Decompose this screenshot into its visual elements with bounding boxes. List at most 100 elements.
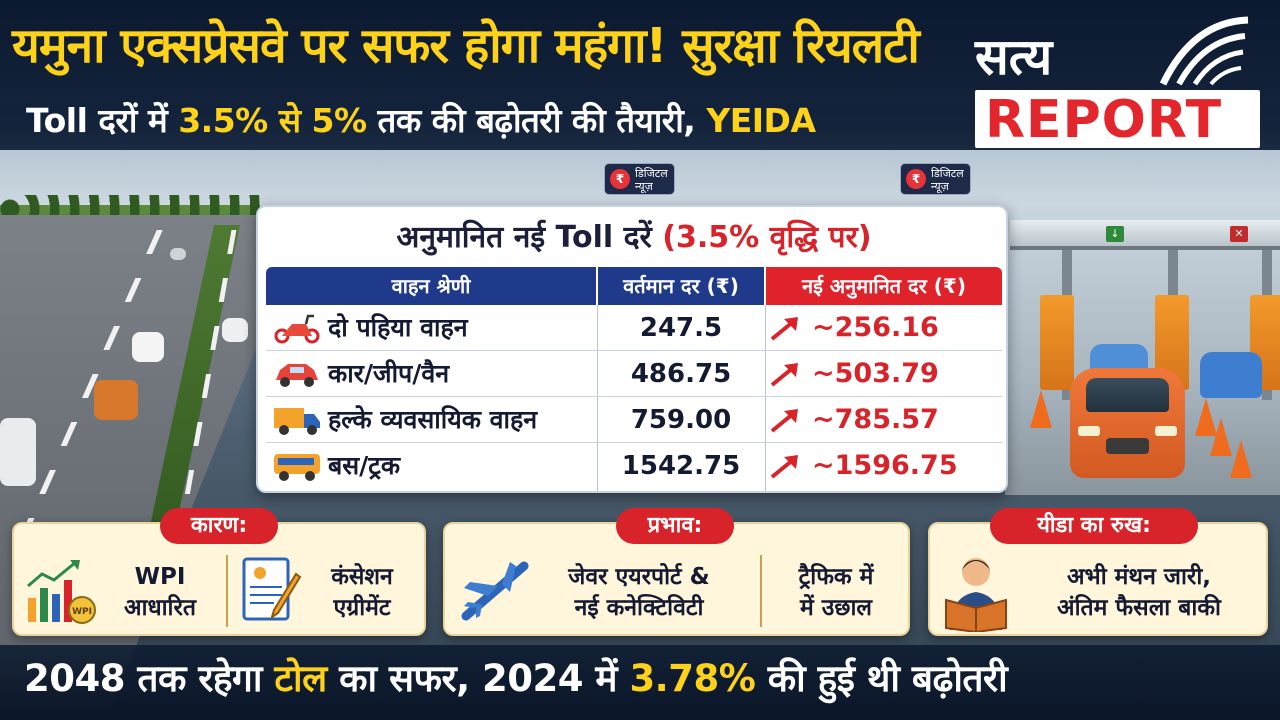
wpi-coin-label: WPI	[72, 607, 92, 617]
orange-car	[94, 380, 138, 420]
car-icon	[276, 364, 318, 387]
badge-line-2: न्यूज़	[635, 180, 653, 193]
table-row: दो पहिया वाहन 247.5 ~256.16	[266, 305, 1002, 351]
reason-label: कारण:	[160, 508, 278, 544]
impact-item-2: ट्रैफिक में में उछाल	[770, 562, 902, 624]
increase-arrow-icon	[770, 455, 798, 479]
header-current-rate: वर्तमान दर (₹)	[598, 267, 764, 305]
footer-part: 2048 तक रहेगा	[24, 657, 262, 700]
column-divider	[765, 305, 766, 491]
logo-swoosh-icon	[1159, 16, 1249, 86]
toll-booth	[1040, 295, 1074, 390]
stance-text: अभी मंथन जारी, अंतिम फैसला बाकी	[1014, 562, 1264, 624]
vehicle-category: बस/ट्रक	[328, 451, 401, 480]
impact-item-2-line-2: में उछाल	[799, 595, 873, 621]
logo-top-text: सत्य	[975, 28, 1053, 86]
current-rate: 486.75	[630, 359, 732, 389]
impact-label: प्रभाव:	[616, 508, 734, 544]
table-title: अनुमानित नई Toll दरें (3.5% वृद्धि पर)	[258, 220, 1006, 255]
table-row: हल्के व्यवसायिक वाहन 759.00 ~785.57	[266, 397, 1002, 443]
reason-item-2-line-2: एग्रीमेंट	[333, 595, 391, 621]
vehicle-category: हल्के व्यवसायिक वाहन	[328, 405, 538, 434]
increase-arrow-icon	[770, 409, 798, 433]
table-row: कार/जीप/वैन 486.75 ~503.79	[266, 351, 1002, 397]
logo-bottom-box: REPORT	[975, 90, 1260, 148]
headline-part: सुरक्षा रियलटी	[682, 18, 920, 74]
footer-highlight-percent: 3.78%	[629, 657, 756, 700]
impact-item-1-line-1: जेवर एयरपोर्ट &	[568, 564, 710, 590]
truck-icon	[274, 408, 320, 435]
traffic-cone-icon	[1030, 390, 1052, 428]
stance-label: यीडा का रुख:	[990, 508, 1198, 544]
current-rate: 759.00	[630, 405, 732, 435]
card-divider	[226, 555, 228, 627]
subhead-yeida: YEIDA	[706, 101, 816, 140]
white-car-2	[0, 418, 36, 486]
badge-line-1: डिजिटल	[635, 167, 668, 180]
traffic-cone-icon	[1230, 440, 1252, 478]
airplane-icon	[461, 561, 529, 621]
reason-item-1-line-2: आधारित	[123, 595, 197, 621]
digital-news-badge: ₹ डिजिटल न्यूज़	[604, 163, 675, 195]
reason-item-2: कंसेशन एग्रीमेंट	[306, 562, 418, 624]
logo-bottom-text: REPORT	[985, 90, 1223, 150]
table-title-main: अनुमानित नई Toll दरें	[396, 220, 652, 255]
header-estimated-rate: नई अनुमानित दर (₹)	[766, 267, 1002, 305]
headline-line-2: Toll दरों में 3.5% से 5% तक की बढ़ोतरी क…	[26, 104, 816, 137]
bus-icon	[274, 454, 320, 481]
green-arrow-sign-icon: ↓	[1106, 226, 1124, 242]
impact-item-1: जेवर एयरपोर्ट & नई कनेक्टिविटी	[532, 562, 746, 624]
reason-item-1: WPI आधारित	[102, 562, 218, 624]
satya-report-logo: सत्य REPORT	[975, 14, 1265, 149]
rupee-logo-icon: ₹	[610, 169, 630, 189]
vehicle-category: दो पहिया वाहन	[328, 313, 468, 342]
table-header: वाहन श्रेणी वर्तमान दर (₹) नई अनुमानित द…	[266, 267, 1002, 305]
dark-car	[170, 248, 186, 260]
header-vehicle-category: वाहन श्रेणी	[266, 267, 596, 305]
increase-arrow-icon	[770, 317, 798, 341]
toll-rates-table: अनुमानित नई Toll दरें (3.5% वृद्धि पर) व…	[256, 205, 1008, 493]
blue-car	[1200, 352, 1262, 398]
footer-highlight-toll: टोल	[274, 657, 327, 700]
impact-item-2-line-1: ट्रैफिक में	[798, 564, 874, 590]
footer-headline: 2048 तक रहेगा टोल का सफर, 2024 में 3.78%…	[24, 657, 1008, 700]
rupee-logo-icon: ₹	[906, 169, 926, 189]
white-car-3	[222, 318, 248, 342]
column-divider	[597, 305, 598, 491]
subhead-highlight: 3.5% से 5%	[178, 101, 367, 140]
vehicle-category: कार/जीप/वैन	[328, 359, 450, 388]
headline-line-1: यमुना एक्सप्रेसवे पर सफर होगा महंगा! सुर…	[12, 22, 920, 70]
reason-item-2-line-1: कंसेशन	[331, 564, 393, 590]
tree-line	[0, 195, 260, 215]
traffic-cone-icon	[1210, 418, 1232, 456]
footer-part: का सफर, 2024 में	[339, 657, 618, 700]
estimated-rate: ~256.16	[812, 312, 939, 343]
footer-part: की हुई थी बढ़ोतरी	[767, 657, 1008, 700]
orange-suv	[1070, 368, 1185, 478]
digital-news-badge: ₹ डिजिटल न्यूज़	[900, 163, 971, 195]
impact-item-1-line-2: नई कनेक्टिविटी	[574, 595, 704, 621]
table-row: बस/ट्रक 1542.75 ~1596.75	[266, 443, 1002, 489]
red-cross-sign-icon: ✕	[1230, 226, 1248, 242]
table-title-note: (3.5% वृद्धि पर)	[662, 220, 872, 255]
white-car-1	[132, 332, 164, 362]
stance-line-2: अंतिम फैसला बाकी	[1057, 595, 1221, 621]
stance-line-1: अभी मंथन जारी,	[1066, 564, 1212, 590]
headline-highlight: महंगा!	[554, 18, 668, 74]
reading-person-icon	[945, 558, 1007, 632]
footer-banner	[0, 645, 1280, 720]
badge-line-1: डिजिटल	[931, 167, 964, 180]
badge-line-2: न्यूज़	[931, 180, 949, 193]
estimated-rate: ~503.79	[812, 358, 939, 389]
subhead-part: तक की बढ़ोतरी की तैयारी,	[377, 101, 696, 140]
estimated-rate: ~785.57	[812, 404, 939, 435]
increase-arrow-icon	[770, 363, 798, 387]
card-divider	[760, 555, 762, 627]
headline-part: यमुना एक्सप्रेसवे पर सफर होगा	[12, 18, 540, 74]
scooter-icon	[274, 314, 320, 344]
reason-item-1-line-1: WPI	[134, 564, 186, 590]
agreement-document-icon	[242, 557, 302, 621]
subhead-part: Toll दरों में	[26, 101, 168, 140]
current-rate: 247.5	[639, 313, 723, 343]
